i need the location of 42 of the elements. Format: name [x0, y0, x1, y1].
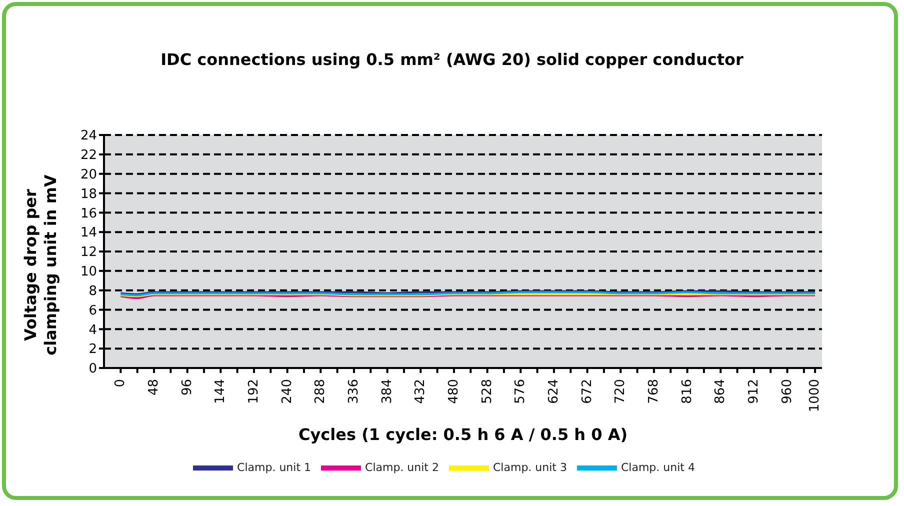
y-tick-label: 8 — [88, 284, 97, 299]
x-tick-label: 432 — [413, 379, 428, 404]
x-tick-label: 576 — [513, 379, 528, 404]
y-tick-label: 14 — [80, 226, 97, 241]
x-tick-label: 864 — [713, 379, 728, 404]
x-tick-label: 768 — [646, 379, 662, 404]
y-tick-label: 24 — [80, 128, 97, 144]
y-tick-label: 16 — [80, 206, 97, 222]
legend-label: Clamp. unit 4 — [620, 461, 695, 474]
legend-label: Clamp. unit 2 — [365, 461, 439, 474]
x-tick-label: 288 — [313, 379, 328, 404]
x-tick-label: 96 — [180, 379, 195, 396]
x-tick-label: 528 — [480, 379, 495, 404]
x-tick-label: 480 — [446, 379, 462, 404]
y-tick-label: 4 — [88, 322, 97, 338]
y-axis-title: Voltage drop per clamping unit in mV — [21, 174, 61, 358]
x-tick-label: 912 — [746, 379, 762, 404]
x-tick-label: 48 — [146, 379, 162, 396]
x-tick-label: 192 — [246, 379, 262, 404]
y-tick-label: 2 — [88, 342, 97, 358]
y-tick-label: 10 — [80, 264, 97, 280]
x-tick-label: 336 — [346, 379, 362, 404]
chart-title: IDC connections using 0.5 mm² (AWG 20) solid copper conductor — [160, 50, 744, 69]
x-tick-label: 384 — [380, 379, 395, 404]
x-tick-label: 720 — [613, 379, 628, 404]
legend-label: Clamp. unit 3 — [493, 461, 567, 474]
x-tick-label: 624 — [546, 379, 562, 404]
x-tick-label: 816 — [680, 379, 695, 404]
y-tick-label: 0 — [88, 362, 97, 377]
legend-label: Clamp. unit 1 — [237, 461, 312, 474]
x-tick-label: 960 — [780, 379, 795, 404]
x-tick-label: 0 — [113, 379, 128, 388]
y-tick-label: 12 — [80, 245, 97, 260]
x-tick-label: 144 — [213, 379, 228, 404]
y-tick-label: 22 — [80, 148, 97, 164]
x-tick-label: 1000 — [808, 379, 823, 412]
y-tick-label: 6 — [88, 303, 97, 318]
x-axis-title: Cycles (1 cycle: 0.5 h 6 A / 0.5 h 0 A) — [298, 425, 628, 444]
x-tick-label: 672 — [580, 379, 595, 404]
x-tick-label: 240 — [280, 379, 295, 404]
y-tick-label: 20 — [80, 167, 97, 182]
y-tick-label: 18 — [80, 186, 97, 202]
